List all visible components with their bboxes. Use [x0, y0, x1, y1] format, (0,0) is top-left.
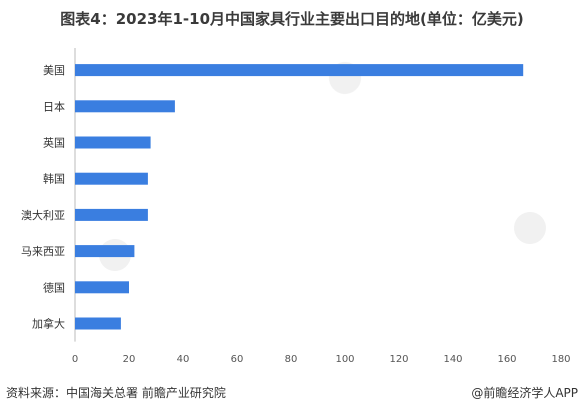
category-label: 加拿大 — [32, 317, 65, 331]
category-label: 马来西亚 — [21, 245, 65, 258]
x-tick-label: 60 — [231, 354, 244, 365]
bars — [75, 64, 524, 330]
bar — [75, 281, 129, 294]
watermark-logo — [329, 62, 361, 94]
x-tick-label: 160 — [497, 354, 516, 365]
brand-credit: @前瞻经济学人APP — [471, 385, 578, 400]
x-tick-label: 180 — [551, 354, 570, 365]
source-note: 资料来源：中国海关总署 前瞻产业研究院 — [6, 385, 226, 400]
category-label: 英国 — [43, 136, 65, 150]
bar — [75, 208, 148, 221]
bar — [75, 64, 524, 77]
chart-title: 图表4：2023年1-10月中国家具行业主要出口目的地(单位：亿美元) — [60, 10, 524, 28]
bar — [75, 317, 121, 330]
watermark-layer — [99, 62, 546, 271]
x-tick-label: 80 — [285, 354, 298, 365]
bar — [75, 100, 175, 113]
category-label: 日本 — [43, 99, 65, 113]
x-axis: 0 20 40 60 80 100 120 140 160 180 — [72, 48, 571, 365]
x-tick-label: 20 — [123, 354, 136, 365]
x-tick-label: 40 — [177, 354, 190, 365]
watermark-logo — [514, 212, 546, 244]
x-tick-label: 140 — [443, 354, 462, 365]
x-tick-label: 120 — [389, 354, 408, 365]
category-label: 韩国 — [43, 172, 65, 186]
x-tick-label: 0 — [72, 354, 78, 365]
bar — [75, 172, 148, 185]
category-label: 德国 — [43, 280, 65, 294]
category-label: 美国 — [43, 64, 65, 77]
x-tick-label: 100 — [335, 354, 354, 365]
footer: 资料来源：中国海关总署 前瞻产业研究院 @前瞻经济学人APP — [6, 382, 578, 402]
category-label: 澳大利亚 — [21, 208, 65, 222]
bar — [75, 136, 151, 149]
bar — [75, 245, 135, 258]
